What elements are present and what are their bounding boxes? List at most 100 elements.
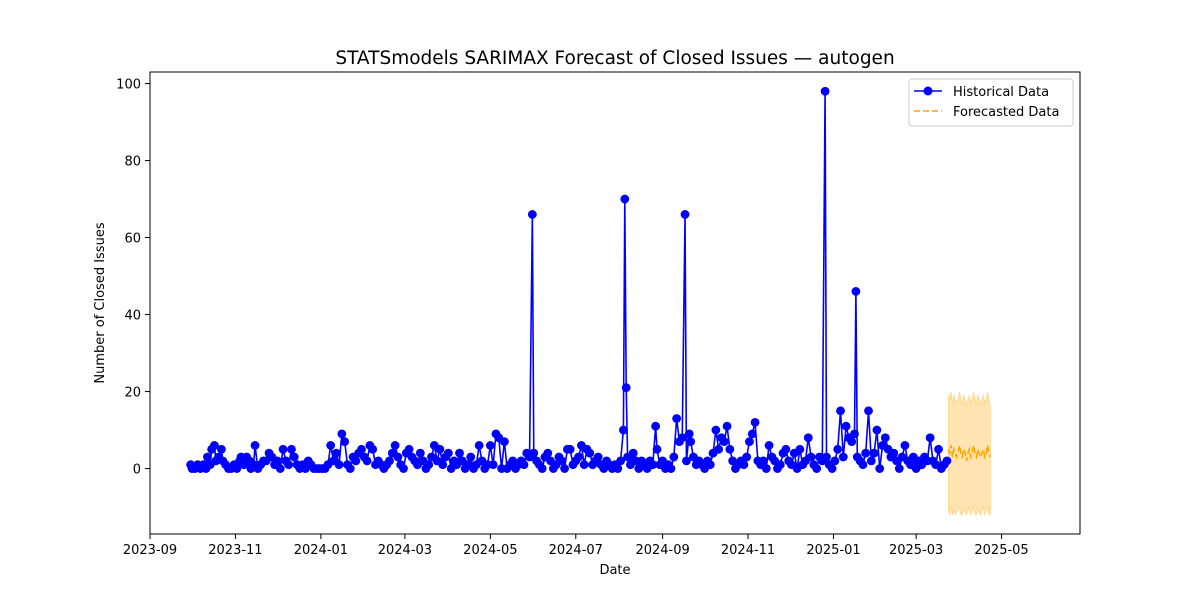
x-axis-ticks: 2023-09 2023-11 2024-01 2024-03 2024-05 2024-…: [123, 534, 1029, 558]
historical-series-layer: [186, 86, 952, 473]
historical-point: [357, 444, 366, 454]
historical-point: [850, 429, 859, 439]
historical-point: [872, 425, 882, 435]
historical-point: [345, 464, 355, 473]
historical-point: [334, 460, 344, 470]
historical-point: [275, 464, 285, 473]
y-axis-label: Number of Closed Issues: [93, 222, 108, 383]
historical-point: [672, 414, 682, 423]
historical-point: [900, 441, 910, 450]
y-tick-label: 80: [124, 155, 141, 170]
historical-point: [284, 460, 294, 470]
historical-point: [833, 444, 843, 454]
historical-point: [880, 433, 890, 443]
historical-point: [340, 437, 350, 446]
historical-point: [537, 464, 547, 473]
x-tick-label: 2024-11: [721, 543, 775, 558]
historical-point: [942, 456, 952, 466]
historical-point: [620, 194, 630, 204]
plot-frame: [149, 71, 1081, 535]
historical-point: [499, 437, 509, 446]
historical-point: [565, 444, 575, 454]
historical-point: [722, 421, 732, 431]
historical-point: [889, 448, 899, 458]
historical-point: [775, 460, 785, 470]
x-tick-label: 2024-05: [463, 543, 517, 558]
historical-point: [331, 448, 341, 458]
y-tick-label: 0: [133, 463, 141, 478]
historical-point: [399, 464, 408, 473]
confidence-band-layer: [947, 391, 991, 517]
historical-point: [781, 444, 791, 454]
historical-point: [747, 429, 757, 439]
historical-point: [666, 464, 676, 473]
historical-point: [858, 460, 868, 470]
historical-series-line: [189, 90, 948, 470]
historical-point: [474, 441, 484, 450]
historical-point: [803, 433, 813, 443]
historical-point: [739, 460, 749, 470]
x-tick-label: 2025-01: [806, 543, 860, 558]
historical-point: [385, 456, 394, 466]
historical-point: [250, 441, 260, 450]
y-tick-label: 100: [116, 78, 141, 93]
historical-point: [404, 444, 414, 454]
historical-point: [424, 460, 434, 470]
historical-point: [466, 452, 476, 462]
historical-point: [273, 456, 282, 466]
historical-point: [368, 444, 378, 454]
historical-point: [390, 441, 400, 450]
historical-point: [812, 464, 822, 473]
historical-point: [866, 456, 876, 466]
historical-point: [203, 452, 212, 462]
historical-point: [485, 441, 495, 450]
historical-point: [925, 433, 935, 443]
legend-historical-marker: [923, 86, 933, 96]
legend-forecast-label: Forecasted Data: [953, 105, 1059, 120]
y-tick-label: 20: [124, 386, 141, 401]
historical-point: [455, 448, 464, 458]
historical-point: [278, 444, 288, 454]
historical-point: [628, 448, 638, 458]
legend-historical-label: Historical Data: [953, 85, 1049, 100]
historical-point: [616, 456, 625, 466]
historical-point: [579, 460, 589, 470]
historical-point: [232, 464, 242, 473]
historical-point: [759, 456, 768, 466]
historical-point: [680, 210, 690, 219]
historical-point: [869, 448, 879, 458]
historical-point: [719, 437, 729, 446]
forecast-confidence-band: [947, 391, 991, 517]
historical-point: [593, 452, 603, 462]
historical-point: [686, 437, 696, 446]
historical-point: [337, 429, 347, 439]
historical-point: [795, 444, 805, 454]
y-tick-label: 60: [124, 232, 141, 247]
plot-area: [186, 86, 992, 517]
x-tick-label: 2025-03: [889, 543, 943, 558]
historical-point: [682, 456, 691, 466]
historical-point: [684, 429, 694, 439]
historical-point: [435, 444, 445, 454]
historical-point: [393, 452, 403, 462]
historical-point: [841, 421, 851, 431]
historical-point: [619, 425, 628, 435]
historical-point: [838, 452, 848, 462]
historical-point: [934, 444, 943, 454]
historical-point: [875, 464, 885, 473]
x-tick-label: 2024-01: [294, 543, 348, 558]
historical-point: [648, 460, 658, 470]
historical-point: [761, 464, 771, 473]
chart-title: STATSmodels SARIMAX Forecast of Closed I…: [335, 48, 894, 69]
historical-point: [745, 437, 754, 446]
historical-point: [289, 452, 299, 462]
forecast-series-line: [947, 445, 992, 461]
historical-point: [851, 287, 861, 296]
historical-point: [527, 210, 537, 219]
historical-point: [651, 421, 661, 431]
historical-point: [652, 444, 662, 454]
historical-point: [351, 456, 361, 466]
historical-point: [861, 448, 871, 458]
x-tick-label: 2023-11: [208, 543, 262, 558]
